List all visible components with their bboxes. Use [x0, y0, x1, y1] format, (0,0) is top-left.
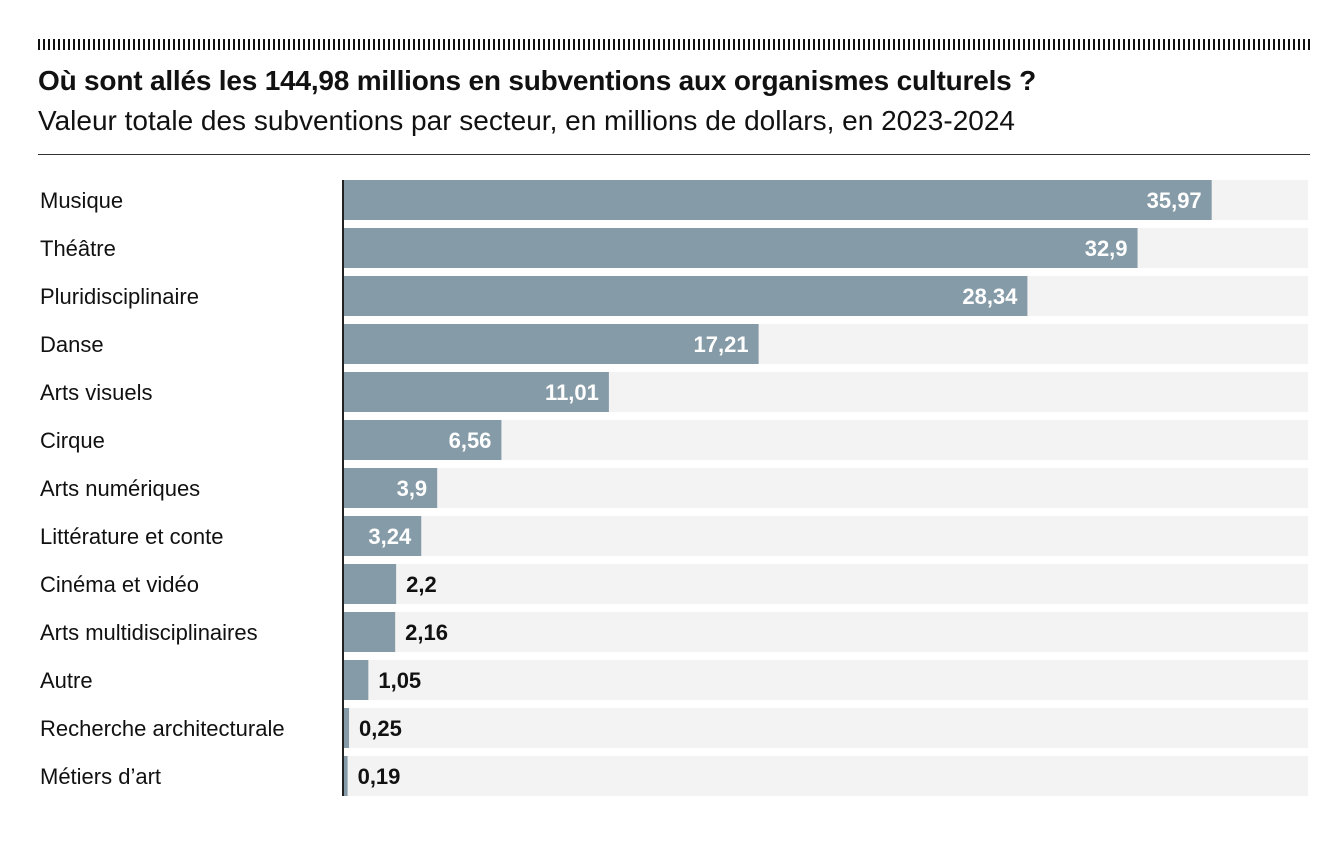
bar [343, 372, 609, 412]
category-label: Littérature et conte [40, 524, 223, 549]
bar-track [343, 468, 1308, 508]
category-label: Musique [40, 188, 123, 213]
data-label: 11,01 [545, 380, 599, 405]
category-label: Recherche architecturale [40, 716, 285, 741]
bar [343, 660, 369, 700]
chart-title: Où sont allés les 144,98 millions en sub… [38, 65, 1037, 96]
category-label: Pluridisciplinaire [40, 284, 199, 309]
data-label: 2,16 [405, 620, 448, 645]
category-label: Arts numériques [40, 476, 200, 501]
bar [343, 324, 759, 364]
data-label: 28,34 [962, 284, 1018, 309]
bar-track [343, 612, 1308, 652]
category-label: Arts multidisciplinaires [40, 620, 258, 645]
category-label: Théâtre [40, 236, 116, 261]
data-label: 6,56 [449, 428, 492, 453]
bar [343, 180, 1212, 220]
data-label: 2,2 [406, 572, 437, 597]
category-label: Danse [40, 332, 104, 357]
bar-track [343, 420, 1308, 460]
bar [343, 756, 348, 796]
bar [343, 516, 422, 556]
data-label: 0,19 [358, 764, 401, 789]
data-label: 17,21 [694, 332, 749, 357]
data-label: 35,97 [1147, 188, 1202, 213]
header-divider [38, 154, 1310, 155]
data-label: 0,25 [359, 716, 402, 741]
bar [343, 564, 397, 604]
category-label: Métiers d’art [40, 764, 161, 789]
bar [343, 612, 396, 652]
bar-track [343, 708, 1308, 748]
bar-track [343, 660, 1308, 700]
data-label: 3,9 [397, 476, 428, 501]
decorative-tick-rule [38, 39, 1310, 50]
bar [343, 708, 350, 748]
data-label: 32,9 [1085, 236, 1128, 261]
category-label: Cinéma et vidéo [40, 572, 199, 597]
data-label: 1,05 [378, 668, 421, 693]
bar [343, 468, 438, 508]
bar-track [343, 756, 1308, 796]
bar-track [343, 516, 1308, 556]
bar-track [343, 564, 1308, 604]
bar [343, 276, 1028, 316]
category-label: Cirque [40, 428, 105, 453]
chart-subtitle: Valeur totale des subventions par secteu… [38, 105, 1015, 136]
data-label: 3,24 [368, 524, 412, 549]
category-label: Autre [40, 668, 93, 693]
bar [343, 228, 1138, 268]
category-label: Arts visuels [40, 380, 152, 405]
bar [343, 420, 502, 460]
